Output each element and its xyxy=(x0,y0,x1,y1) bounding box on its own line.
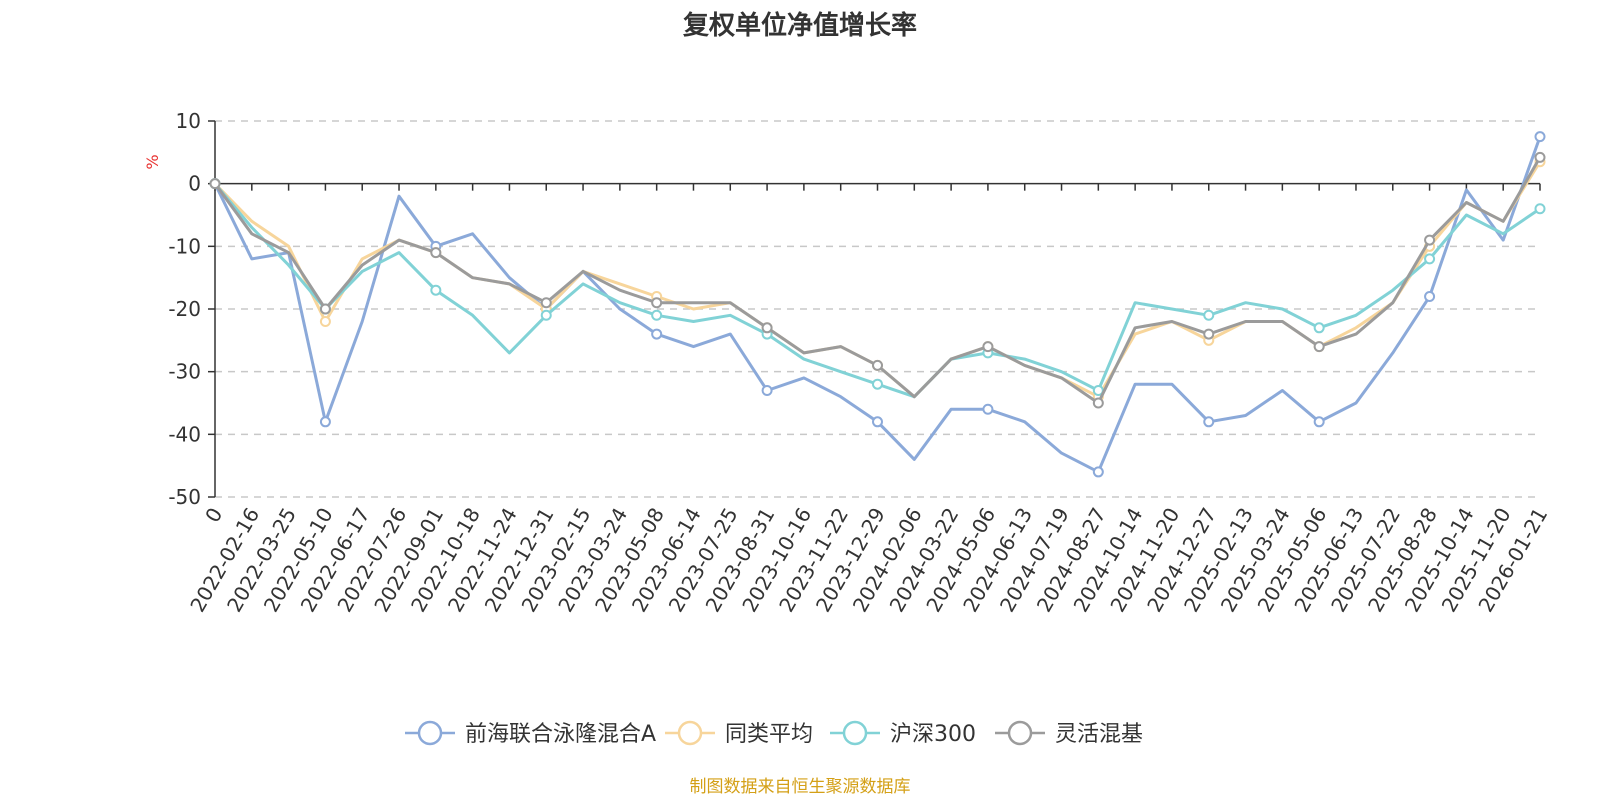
legend-marker xyxy=(677,720,703,746)
source-note: 制图数据来自恒生聚源数据库 xyxy=(690,777,911,797)
y-tick-label: -40 xyxy=(168,422,201,446)
legend-label: 前海联合泳隆混合A xyxy=(465,722,656,747)
axes: 100-10-20-30-40-5002022-02-162022-03-252… xyxy=(168,109,1552,616)
data-point xyxy=(982,341,994,353)
data-point xyxy=(319,303,331,315)
data-point xyxy=(430,247,442,259)
data-point xyxy=(1203,416,1215,428)
data-point xyxy=(1424,234,1436,246)
data-point xyxy=(1424,253,1436,265)
legend-label: 同类平均 xyxy=(725,722,813,747)
data-point xyxy=(1534,131,1546,143)
data-point xyxy=(209,178,221,190)
data-point xyxy=(1092,466,1104,478)
series-0 xyxy=(209,131,1546,478)
y-tick-label: -20 xyxy=(168,297,201,321)
y-tick-label: 10 xyxy=(176,109,201,133)
series-2 xyxy=(209,178,1546,399)
data-point xyxy=(1203,309,1215,321)
legend-item[interactable]: 灵活混基 xyxy=(995,720,1143,747)
data-point xyxy=(872,378,883,390)
data-point xyxy=(540,309,552,321)
data-point xyxy=(651,309,663,321)
data-point xyxy=(872,359,883,371)
y-tick-label: -50 xyxy=(168,485,201,509)
legend-marker xyxy=(1007,720,1033,746)
legend-item[interactable]: 沪深300 xyxy=(830,720,976,747)
data-point xyxy=(651,297,663,309)
legend-label: 灵活混基 xyxy=(1055,722,1143,747)
data-point xyxy=(1424,290,1436,302)
data-point xyxy=(651,328,663,340)
legend[interactable]: 前海联合泳隆混合A 同类平均 沪深300 灵活混基 xyxy=(405,720,1143,747)
y-tick-label: 0 xyxy=(188,172,201,196)
data-point xyxy=(1203,328,1215,340)
data-point xyxy=(1092,397,1104,409)
data-point xyxy=(319,416,331,428)
legend-marker xyxy=(417,720,443,746)
legend-label: 沪深300 xyxy=(890,722,976,747)
data-point xyxy=(1534,151,1546,163)
series-layer xyxy=(209,131,1546,478)
data-point xyxy=(1313,322,1325,334)
data-point xyxy=(1534,203,1546,215)
data-point xyxy=(761,384,773,396)
data-point xyxy=(761,322,773,334)
legend-marker xyxy=(842,720,868,746)
y-tick-label: -30 xyxy=(168,360,201,384)
data-point xyxy=(872,416,883,428)
x-tick-label: 0 xyxy=(200,504,227,527)
legend-item[interactable]: 前海联合泳隆混合A xyxy=(405,720,656,747)
data-point xyxy=(430,284,442,296)
chart-title: 复权单位净值增长率 xyxy=(683,10,917,41)
y-axis-unit-label: % xyxy=(143,154,162,169)
y-tick-label: -10 xyxy=(168,234,201,258)
grid-lines xyxy=(215,120,1540,498)
data-point xyxy=(982,403,994,415)
legend-item[interactable]: 同类平均 xyxy=(665,720,813,747)
data-point xyxy=(319,316,331,328)
data-point xyxy=(540,297,552,309)
series-3 xyxy=(209,151,1546,409)
data-point xyxy=(1313,341,1325,353)
data-point xyxy=(1313,416,1325,428)
